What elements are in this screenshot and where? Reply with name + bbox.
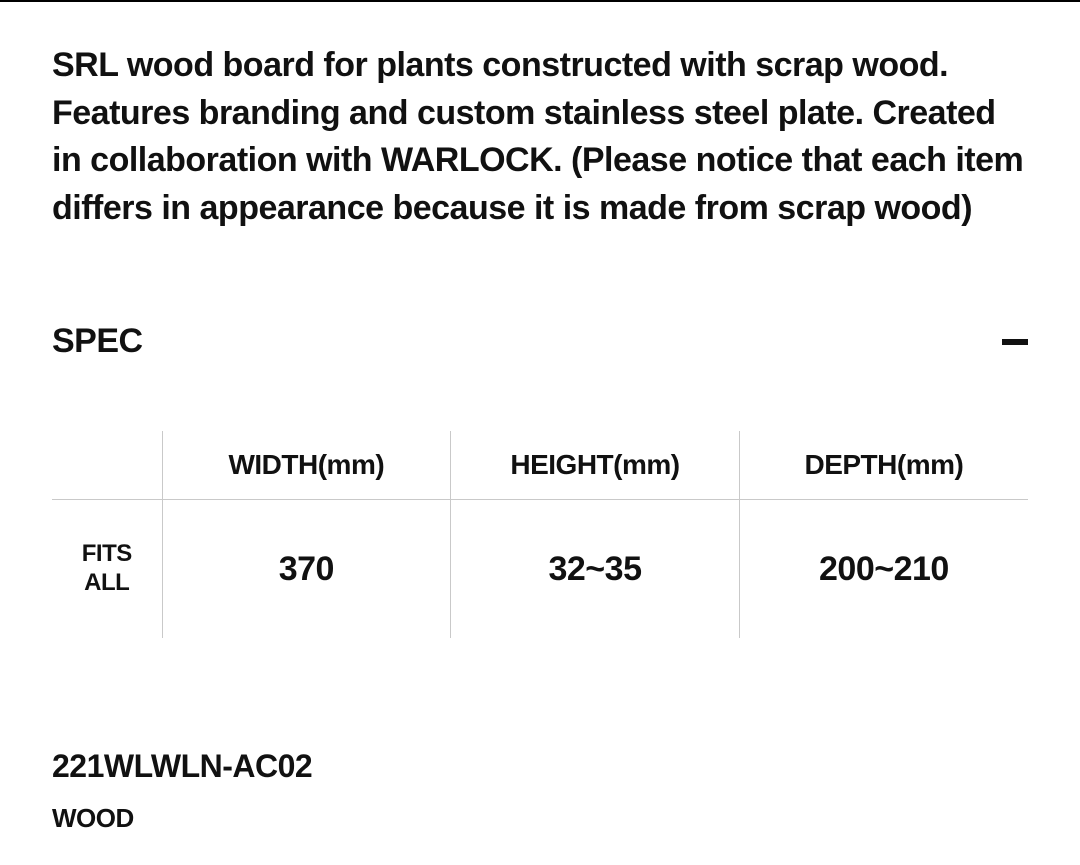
table-cell-depth: 200~210 (739, 500, 1028, 638)
table-rowlabel: FITS ALL (52, 500, 162, 638)
spec-accordion-header[interactable]: SPEC (52, 322, 1028, 361)
spec-table: WIDTH(mm) HEIGHT(mm) DEPTH(mm) FITS ALL … (52, 431, 1028, 638)
table-header-depth: DEPTH(mm) (739, 431, 1028, 500)
minus-icon (1002, 339, 1028, 345)
product-material: WOOD (52, 803, 1028, 834)
product-description: SRL wood board for plants constructed wi… (52, 42, 1028, 232)
table-header-width: WIDTH(mm) (162, 431, 451, 500)
table-cell-height: 32~35 (451, 500, 740, 638)
spec-title: SPEC (52, 322, 143, 361)
table-row: FITS ALL 370 32~35 200~210 (52, 500, 1028, 638)
table-row: WIDTH(mm) HEIGHT(mm) DEPTH(mm) (52, 431, 1028, 500)
table-header-empty (52, 431, 162, 500)
table-cell-width: 370 (162, 500, 451, 638)
table-header-height: HEIGHT(mm) (451, 431, 740, 500)
product-sku: 221WLWLN-AC02 (52, 748, 1028, 785)
